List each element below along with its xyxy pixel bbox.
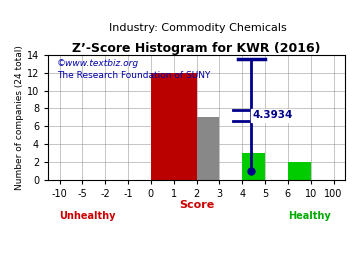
Bar bbox=[151, 73, 197, 180]
Y-axis label: Number of companies (24 total): Number of companies (24 total) bbox=[15, 45, 24, 190]
Bar bbox=[242, 153, 265, 180]
Text: ©www.textbiz.org: ©www.textbiz.org bbox=[57, 59, 139, 68]
Bar bbox=[197, 117, 220, 180]
Bar bbox=[288, 162, 311, 180]
Text: Unhealthy: Unhealthy bbox=[60, 211, 116, 221]
Text: Healthy: Healthy bbox=[288, 211, 331, 221]
Text: The Research Foundation of SUNY: The Research Foundation of SUNY bbox=[57, 71, 211, 80]
X-axis label: Score: Score bbox=[179, 200, 214, 210]
Text: 4.3934: 4.3934 bbox=[252, 110, 293, 120]
Text: Industry: Commodity Chemicals: Industry: Commodity Chemicals bbox=[109, 23, 287, 33]
Title: Z’-Score Histogram for KWR (2016): Z’-Score Histogram for KWR (2016) bbox=[72, 42, 321, 55]
